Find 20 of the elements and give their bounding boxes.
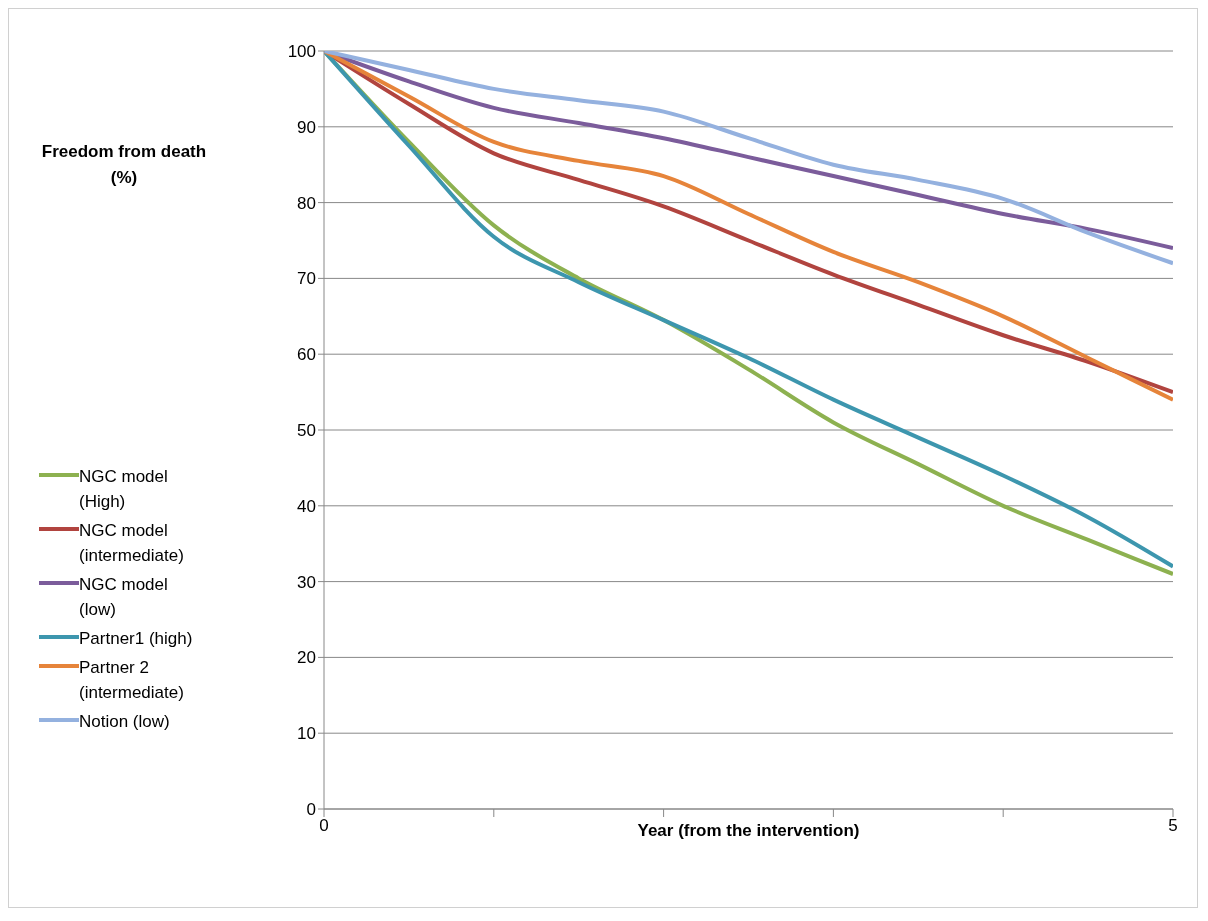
x-axis-title: Year (from the intervention) bbox=[637, 821, 860, 840]
legend-label: NGC model (intermediate) bbox=[79, 520, 185, 567]
y-tick-label: 50 bbox=[297, 421, 316, 441]
y-axis-title: Freedom from death (%) bbox=[40, 141, 208, 189]
y-tick-label: 100 bbox=[287, 42, 316, 62]
legend-label: Partner1 (high) bbox=[79, 628, 194, 650]
y-tick-label: 10 bbox=[297, 724, 316, 744]
y-tick-label: 70 bbox=[297, 269, 316, 289]
y-tick-label: 60 bbox=[297, 345, 316, 365]
legend-label: NGC model (low) bbox=[79, 574, 169, 621]
legend-label: NGC model (High) bbox=[79, 466, 169, 513]
y-tick-label: 30 bbox=[297, 572, 316, 592]
y-tick-label: 40 bbox=[297, 496, 316, 516]
legend-label: Notion (low) bbox=[79, 711, 171, 733]
legend-label: Partner 2 (intermediate) bbox=[79, 657, 185, 704]
y-tick-label: 90 bbox=[297, 117, 316, 137]
y-tick-label: 80 bbox=[297, 193, 316, 213]
y-tick-label: 20 bbox=[297, 648, 316, 668]
y-tick-label: 0 bbox=[306, 800, 316, 820]
x-tick-label: 5 bbox=[1168, 816, 1178, 836]
